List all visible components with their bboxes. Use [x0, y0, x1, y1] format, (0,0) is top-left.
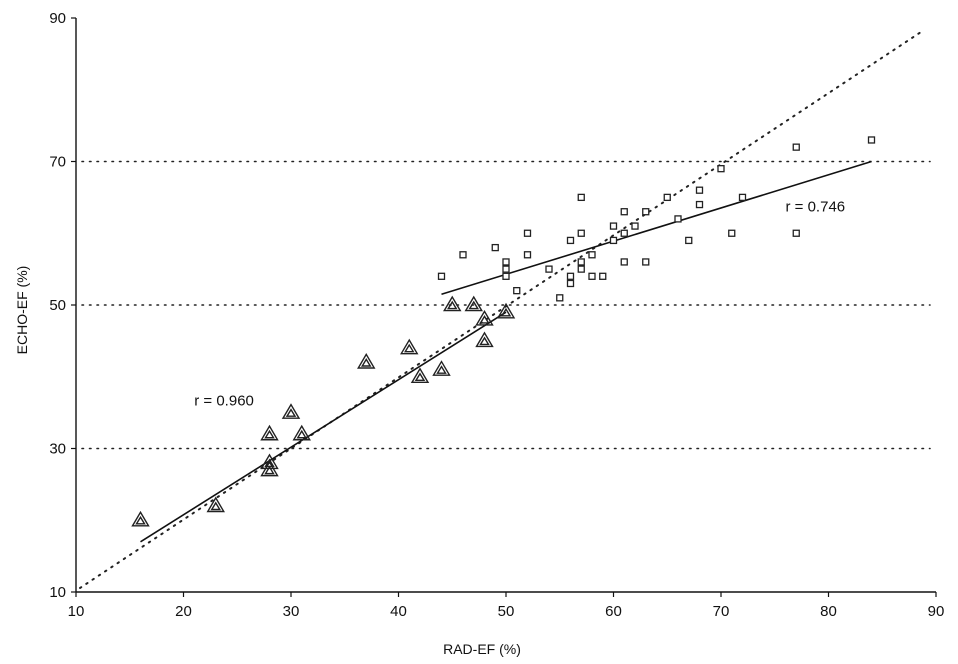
x-tick-label: 30: [283, 603, 300, 620]
triangle-point: [281, 403, 301, 419]
triangle-point-inner: [264, 429, 275, 439]
data-points: [131, 136, 876, 527]
square-point: [588, 251, 596, 259]
y-tick-label: 70: [49, 154, 66, 171]
regression-line-triangle: [140, 311, 507, 543]
triangle-point: [260, 453, 279, 470]
square-point: [728, 229, 736, 237]
square-point: [502, 258, 510, 266]
square-point: [620, 208, 628, 216]
triangle-point: [400, 338, 419, 355]
triangle-point-inner: [436, 365, 447, 374]
square-point: [523, 251, 532, 259]
correlation-annotation: r = 0.746: [786, 199, 846, 216]
triangle-point: [292, 424, 311, 441]
triangle-point: [475, 309, 494, 326]
square-point: [577, 258, 585, 266]
square-point: [674, 215, 682, 223]
square-point: [566, 272, 575, 280]
square-point: [556, 294, 564, 302]
x-tick-label: 70: [713, 603, 730, 620]
square-point: [663, 193, 671, 202]
square-point: [631, 222, 639, 230]
square-point: [502, 272, 510, 280]
triangle-point: [206, 496, 225, 513]
square-point: [577, 193, 585, 202]
triangle-point-inner: [479, 336, 490, 346]
y-axis-title: ECHO-EF (%): [14, 266, 30, 355]
triangle-point-inner: [404, 343, 415, 353]
x-tick-label: 90: [928, 603, 945, 620]
square-point: [599, 272, 607, 280]
square-point: [566, 279, 575, 288]
triangle-point: [410, 367, 430, 384]
square-point: [523, 229, 532, 237]
triangle-point: [475, 331, 494, 348]
square-point: [620, 258, 628, 266]
triangle-point-inner: [264, 465, 275, 475]
x-tick-label: 60: [605, 603, 622, 620]
regression-line-square: [441, 160, 872, 296]
identity-reference-line: [79, 29, 925, 589]
triangle-point-inner: [361, 358, 372, 367]
x-tick-label: 80: [820, 603, 837, 620]
annotations: r = 0.960 r = 0.746: [194, 199, 845, 410]
triangle-point: [357, 353, 376, 369]
y-tick-label: 10: [49, 584, 66, 601]
square-point: [717, 165, 725, 173]
x-axis-title: RAD-EF (%): [443, 641, 521, 657]
square-point: [502, 265, 510, 273]
square-point: [566, 236, 575, 245]
x-tick-label: 50: [498, 603, 515, 620]
x-axis-ticks: 10 20 30 40 50 60 70 80 90: [68, 592, 945, 620]
square-point: [513, 286, 521, 295]
square-point: [738, 193, 747, 202]
triangle-point-inner: [500, 307, 512, 317]
triangle-point-inner: [210, 501, 221, 511]
square-point: [609, 222, 618, 230]
square-point: [459, 251, 467, 259]
correlation-annotation: r = 0.960: [194, 392, 254, 409]
y-tick-label: 50: [49, 297, 66, 314]
square-point: [792, 229, 800, 237]
triangle-point-inner: [468, 300, 479, 310]
triangle-point: [496, 302, 516, 319]
square-point: [695, 186, 704, 194]
square-point: [792, 143, 800, 151]
square-point: [695, 200, 704, 209]
square-point: [609, 236, 618, 245]
triangle-point-inner: [135, 515, 146, 525]
triangle-point-inner: [296, 429, 307, 439]
x-tick-label: 10: [68, 603, 85, 620]
square-point: [642, 208, 650, 216]
x-tick-label: 20: [175, 603, 192, 620]
square-point: [642, 258, 650, 266]
triangle-point: [432, 360, 451, 376]
square-point: [577, 265, 585, 273]
square-point: [588, 272, 596, 280]
grid-lines: [81, 160, 931, 450]
triangle-point: [260, 424, 279, 441]
triangle-point: [131, 510, 150, 527]
triangle-point-inner: [285, 408, 297, 417]
square-point: [491, 243, 499, 252]
regression-lines: [140, 160, 872, 543]
square-point: [545, 265, 553, 273]
y-tick-label: 90: [49, 10, 66, 27]
triangle-point: [464, 295, 483, 312]
square-point: [867, 136, 876, 144]
square-point: [685, 236, 693, 245]
square-point: [577, 229, 585, 237]
square-point: [620, 229, 628, 237]
triangle-point: [443, 295, 462, 312]
triangle-point-inner: [447, 300, 458, 310]
x-tick-label: 40: [390, 603, 407, 620]
triangle-point-inner: [414, 372, 426, 382]
square-point: [437, 272, 446, 280]
y-axis-ticks: 10 30 50 70 90: [49, 10, 76, 601]
y-tick-label: 30: [49, 441, 66, 458]
triangle-point-inner: [479, 314, 490, 324]
triangle-point-inner: [264, 458, 275, 468]
